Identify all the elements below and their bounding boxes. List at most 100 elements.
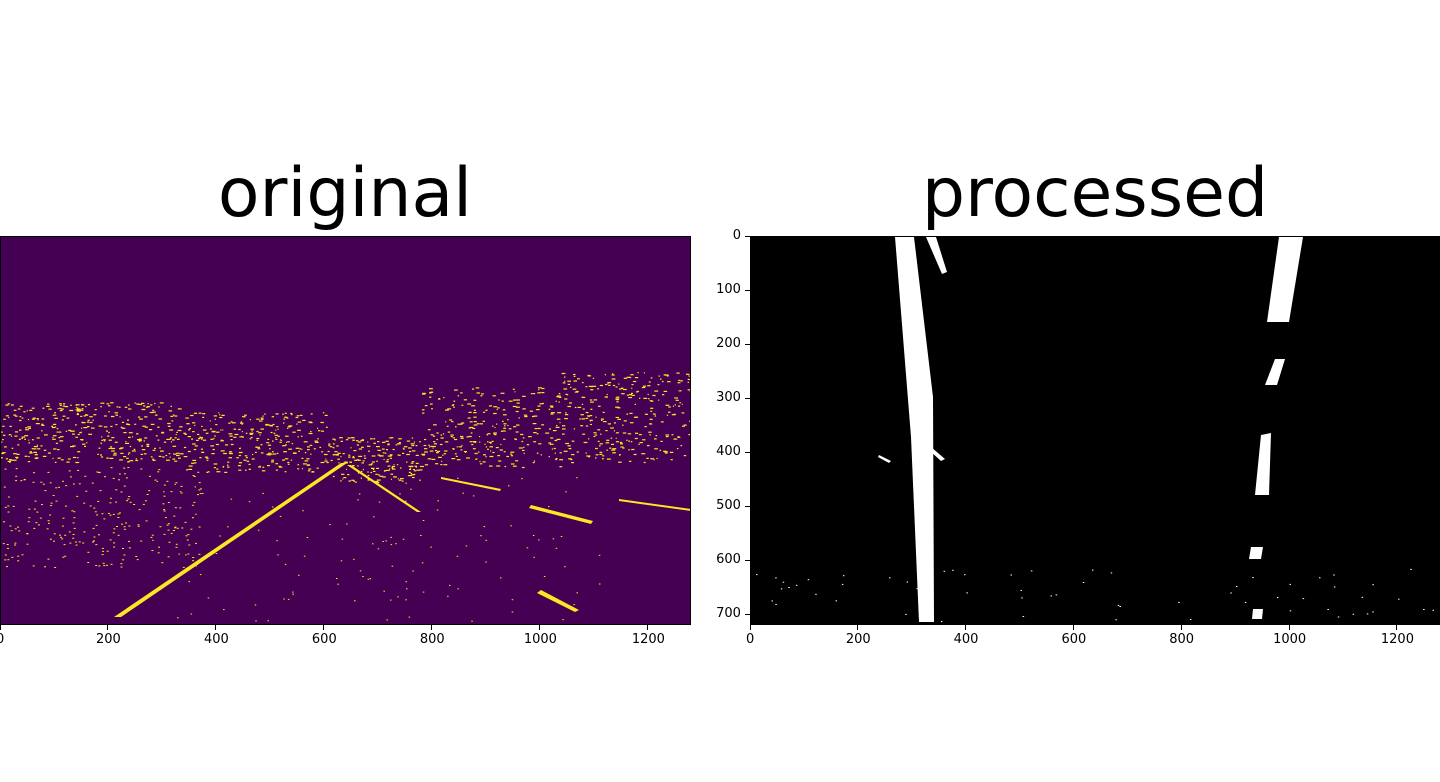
edge-speck	[254, 451, 257, 453]
edge-speck	[419, 441, 421, 443]
edge-speck	[439, 443, 443, 446]
edge-speck	[611, 374, 615, 376]
edge-speck	[687, 381, 689, 383]
edge-speck	[68, 531, 71, 533]
edge-speck	[164, 517, 167, 519]
noise-speck	[1276, 597, 1279, 598]
edge-speck	[96, 514, 99, 516]
edge-speck	[479, 441, 481, 443]
edge-speck	[212, 448, 215, 451]
edge-speck	[600, 418, 604, 420]
edge-speck	[463, 399, 467, 401]
edge-speck	[37, 448, 41, 450]
edge-speck	[101, 439, 103, 441]
edge-speck	[267, 424, 270, 426]
edge-speck	[167, 523, 170, 525]
edge-speck	[123, 473, 126, 475]
edge-speck	[311, 471, 314, 473]
edge-speck	[163, 495, 166, 497]
right-lane-dash	[1267, 237, 1303, 322]
x-tick-mark	[749, 625, 751, 630]
edge-speck	[678, 379, 681, 381]
right-lane-dash	[1265, 359, 1285, 385]
edge-speck	[620, 446, 624, 448]
edge-speck	[112, 454, 117, 456]
edge-speck	[53, 448, 57, 450]
edge-speck	[421, 453, 426, 455]
edge-speck	[601, 419, 603, 421]
edge-speck	[234, 433, 239, 436]
edge-speck	[557, 395, 561, 397]
edge-speck	[599, 583, 601, 585]
edge-speck	[110, 467, 113, 469]
edge-speck	[641, 453, 646, 455]
edge-speck	[31, 448, 34, 450]
edge-speck	[387, 455, 392, 457]
edge-speck	[411, 461, 415, 463]
edge-speck	[654, 438, 657, 440]
edge-speck	[297, 464, 300, 466]
edge-speck	[97, 453, 99, 455]
edge-speck	[353, 480, 355, 482]
noise-speck	[795, 584, 798, 586]
edge-speck	[137, 416, 141, 418]
edge-speck	[503, 427, 507, 429]
edge-speck	[108, 411, 110, 413]
edge-speck	[454, 438, 458, 441]
edge-speck	[109, 539, 112, 541]
edge-speck	[570, 459, 573, 461]
edge-speck	[157, 439, 160, 441]
edge-speck	[106, 457, 109, 459]
edge-speck	[175, 434, 177, 436]
edge-speck	[11, 556, 14, 558]
edge-speck	[135, 458, 138, 460]
edge-speck	[275, 463, 279, 465]
edge-speck	[650, 377, 653, 379]
edge-speck	[314, 441, 319, 443]
edge-speck	[228, 433, 233, 435]
edge-speck	[652, 413, 656, 415]
edge-speck	[52, 457, 54, 459]
edge-speck	[227, 464, 229, 466]
edge-speck	[686, 373, 690, 375]
edge-speck	[157, 552, 160, 554]
edge-speck	[250, 436, 253, 439]
edge-speck	[194, 486, 197, 488]
edge-speck	[563, 450, 568, 452]
edge-speck	[602, 411, 605, 413]
edge-speck	[445, 421, 447, 423]
edge-speck	[460, 392, 463, 394]
x-tick-label: 1200	[1380, 632, 1414, 647]
edge-speck	[58, 431, 62, 433]
edge-speck	[72, 537, 75, 539]
edge-speck	[28, 442, 31, 444]
edge-speck	[211, 431, 216, 433]
y-tick-label: 200	[716, 336, 741, 352]
edge-speck	[595, 457, 597, 459]
edge-speck	[390, 544, 393, 546]
edge-speck	[84, 475, 87, 477]
edge-speck	[332, 443, 335, 445]
edge-speck	[682, 425, 685, 427]
edge-speck	[307, 470, 311, 472]
edge-speck	[650, 407, 654, 409]
edge-speck	[292, 431, 296, 433]
edge-speck	[663, 390, 668, 392]
edge-speck	[198, 412, 202, 414]
edge-speck	[286, 417, 289, 419]
noise-speck	[1398, 598, 1400, 600]
edge-speck	[498, 399, 500, 401]
edge-speck	[94, 511, 97, 513]
edge-speck	[629, 460, 632, 462]
edge-speck	[185, 535, 188, 537]
edge-speck	[215, 443, 219, 446]
edge-speck	[605, 430, 608, 432]
edge-speck	[511, 463, 515, 465]
edge-speck	[151, 550, 154, 551]
edge-speck	[391, 466, 393, 469]
edge-speck	[192, 475, 195, 477]
noise-speck	[889, 577, 891, 579]
edge-speck	[659, 449, 662, 451]
edge-speck	[395, 543, 397, 545]
edge-speck	[358, 455, 363, 457]
